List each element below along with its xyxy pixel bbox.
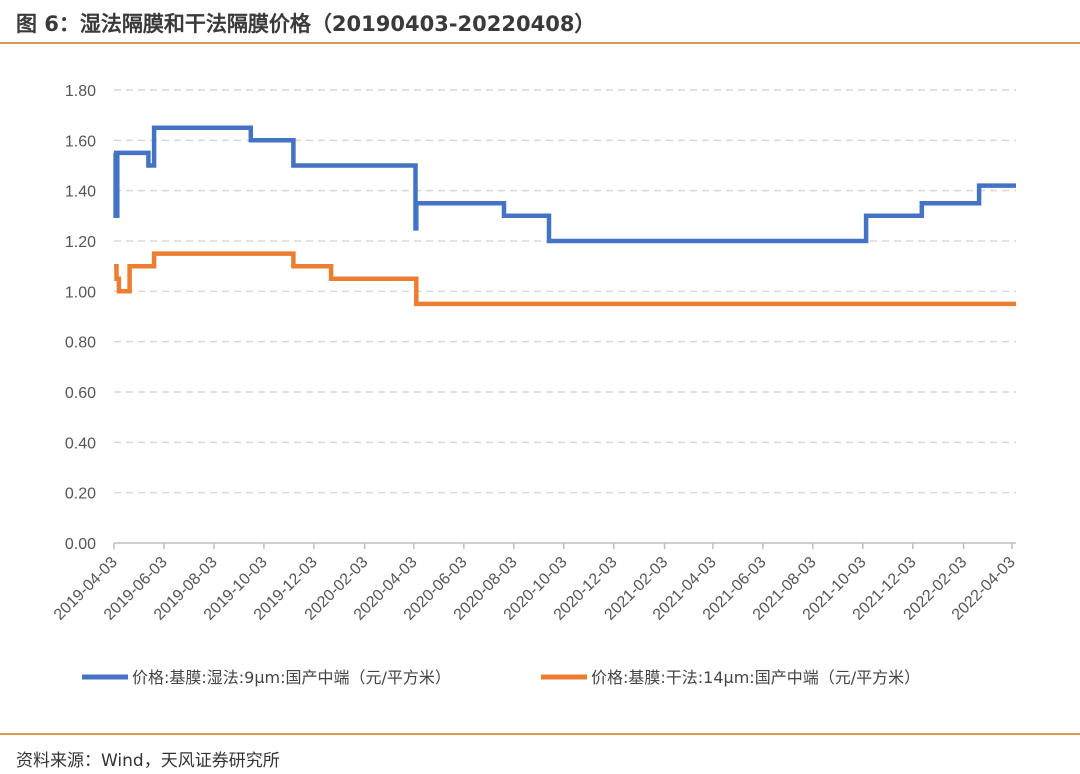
gridlines — [114, 89, 1016, 494]
series-line-dry-process — [114, 251, 1016, 307]
legend-label: 价格:基膜:湿法:9μm:国产中端（元/平方米） — [132, 668, 451, 687]
y-tick-label: 1.60 — [65, 133, 96, 150]
y-tick-label: 0.00 — [65, 536, 96, 553]
y-axis: 0.00 0.20 0.40 0.60 0.80 1.00 1.20 1.40 1.60 1.80 — [65, 83, 96, 553]
series-lines — [113, 125, 1016, 307]
series-line-wet-process — [113, 125, 1016, 244]
top-divider — [0, 42, 1080, 44]
bottom-divider — [0, 733, 1080, 735]
y-tick-label: 0.20 — [65, 486, 96, 503]
y-tick-label: 1.80 — [65, 83, 96, 100]
legend: 价格:基膜:湿法:9μm:国产中端（元/平方米） 价格:基膜:干法:14μm:国产… — [82, 668, 920, 687]
source-note: 资料来源：Wind，天风证券研究所 — [16, 751, 280, 771]
figure-title: 图 6：湿法隔膜和干法隔膜价格（20190403-20220408） — [16, 12, 596, 36]
y-tick-label: 1.00 — [65, 284, 96, 301]
y-tick-label: 0.80 — [65, 335, 96, 352]
y-tick-label: 0.40 — [65, 435, 96, 452]
legend-label: 价格:基膜:干法:14μm:国产中端（元/平方米） — [591, 668, 920, 687]
x-axis: 2019-04-032019-06-032019-08-032019-10-03… — [51, 542, 1019, 624]
y-tick-label: 0.60 — [65, 385, 96, 402]
y-tick-label: 1.40 — [65, 184, 96, 201]
y-tick-label: 1.20 — [65, 234, 96, 251]
